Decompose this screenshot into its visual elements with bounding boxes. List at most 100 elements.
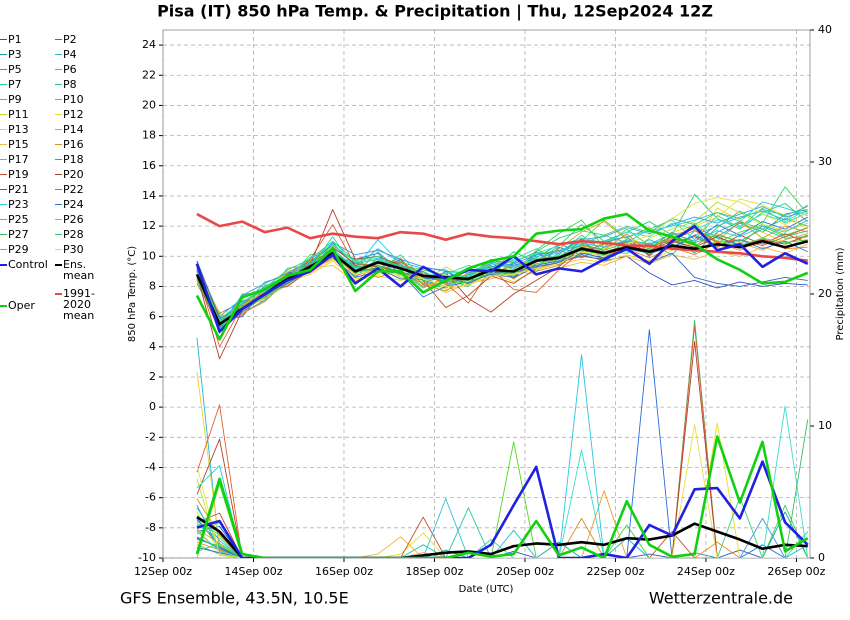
y-tick-label: -6	[145, 491, 156, 504]
legend-entry: P15	[0, 139, 64, 150]
x-tick-label: 12Sep 00z	[134, 565, 192, 578]
legend-label: P12	[63, 108, 84, 121]
temp-line	[196, 204, 808, 318]
legend-label: P29	[8, 243, 29, 256]
x-axis-label: Date (UTC)	[459, 584, 514, 595]
legend-swatch	[0, 144, 7, 145]
legend-swatch	[0, 189, 7, 190]
legend-entry: P26	[55, 214, 119, 225]
legend-label: P4	[63, 48, 77, 61]
legend-swatch	[55, 249, 62, 250]
legend-swatch	[0, 99, 7, 100]
legend-label: P13	[8, 123, 29, 136]
legend-entry: P6	[55, 64, 119, 75]
legend-entry: P29	[0, 244, 64, 255]
y-tick-label: 20	[142, 98, 156, 111]
legend-entry: P27	[0, 229, 64, 240]
legend-swatch	[0, 159, 7, 160]
legend-entry: P23	[0, 199, 64, 210]
legend-swatch	[55, 99, 62, 100]
legend-swatch	[55, 54, 62, 55]
legend-entry: P18	[55, 154, 119, 165]
temp-line	[196, 193, 809, 328]
source: GFS Ensemble, 43.5N, 10.5E	[120, 589, 349, 608]
legend-entry: P4	[55, 49, 119, 60]
legend-entry: P12	[55, 109, 119, 120]
legend-swatch	[0, 249, 7, 250]
legend-entry: P7	[0, 79, 64, 90]
legend-swatch	[0, 84, 7, 85]
legend-swatch	[0, 264, 7, 266]
legend-swatch	[55, 189, 62, 190]
legend-label: P30	[63, 243, 84, 256]
legend-swatch	[55, 219, 62, 220]
y-tick-label: -2	[145, 430, 156, 443]
legend-label: P20	[63, 168, 84, 181]
legend-label: P15	[8, 138, 29, 151]
legend-entry: P21	[0, 184, 64, 195]
legend-swatch	[55, 39, 62, 40]
temp-line	[195, 224, 809, 334]
temp-line	[196, 186, 809, 322]
temp-line	[196, 201, 808, 321]
legend-label: P24	[63, 198, 84, 211]
legend-entry: P11	[0, 109, 64, 120]
y-tick-label: 24	[142, 38, 156, 51]
x-tick-label: 18Sep 00z	[405, 565, 463, 578]
legend-swatch	[0, 54, 7, 55]
legend-label: P22	[63, 183, 84, 196]
precip-line	[195, 435, 809, 558]
y-axis-label: 850 hPa Temp. (°C)	[127, 246, 138, 342]
legend-swatch	[0, 219, 7, 220]
legend-label: P25	[8, 213, 29, 226]
legend-entry: P5	[0, 64, 64, 75]
legend-entry: P3	[0, 49, 64, 60]
legend-entry: P1	[0, 34, 64, 45]
legend-entry: P24	[55, 199, 119, 210]
legend-label: Oper	[8, 299, 35, 312]
legend-label: P14	[63, 123, 84, 136]
precip-line	[196, 341, 808, 558]
plot-lines	[195, 186, 809, 558]
legend-label: P5	[8, 63, 22, 76]
legend-label: P7	[8, 78, 22, 91]
legend-label: Control	[8, 258, 48, 271]
y2-tick-label: 20	[818, 287, 832, 300]
temp-line	[196, 198, 808, 313]
precip-line	[196, 325, 808, 558]
legend-entry: P19	[0, 169, 64, 180]
x-tick-label: 14Sep 00z	[224, 565, 282, 578]
legend-label: P16	[63, 138, 84, 151]
x-tick-label: 16Sep 00z	[315, 565, 373, 578]
x-tick-label: 26Sep 00z	[767, 565, 825, 578]
y2-tick-label: 40	[818, 23, 832, 36]
legend-swatch	[55, 129, 62, 130]
precip-line	[196, 337, 808, 558]
y2-tick-label: 0	[818, 551, 825, 564]
legend-swatch	[55, 293, 62, 295]
legend-label: Ens. mean	[63, 258, 95, 282]
y2-axis-label: Precipitation (mm)	[835, 247, 846, 340]
legend-label: P23	[8, 198, 29, 211]
legend-label: P19	[8, 168, 29, 181]
credit: Wetterzentrale.de	[649, 589, 793, 608]
precip-line	[196, 541, 808, 558]
legend-label: P26	[63, 213, 84, 226]
y2-tick-label: 30	[818, 155, 832, 168]
y-tick-label: 10	[142, 249, 156, 262]
legend-label: P8	[63, 78, 77, 91]
legend-label: P11	[8, 108, 29, 121]
legend-label: P10	[63, 93, 84, 106]
legend-label: P1	[8, 33, 22, 46]
legend-swatch	[0, 114, 7, 115]
y-tick-label: 8	[149, 279, 156, 292]
legend-swatch	[55, 204, 62, 205]
legend-entry: P16	[55, 139, 119, 150]
legend-entry: P28	[55, 229, 119, 240]
legend-label: P6	[63, 63, 77, 76]
legend-label: P28	[63, 228, 84, 241]
y-tick-label: 16	[142, 159, 156, 172]
legend-swatch	[55, 174, 62, 175]
